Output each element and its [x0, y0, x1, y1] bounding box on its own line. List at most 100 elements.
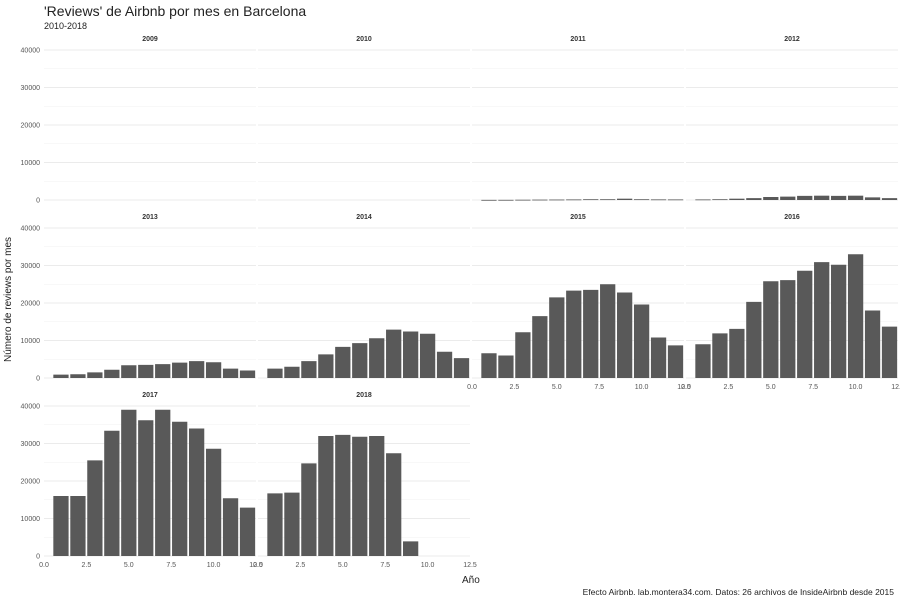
bar-2018-month-6 [352, 436, 368, 556]
bar-2015-month-5 [549, 297, 565, 378]
panel-title-2016: 2016 [784, 214, 800, 221]
bar-2016-month-8 [814, 262, 830, 378]
y-tick-label: 20000 [21, 123, 41, 130]
bar-2015-month-11 [650, 337, 667, 378]
bar-2013-month-5 [121, 365, 137, 378]
bar-2013-month-11 [222, 368, 239, 378]
panel-title-2013: 2013 [142, 214, 158, 221]
bar-2011-month-7 [583, 199, 599, 201]
x-tick-label: 12.5 [463, 562, 477, 569]
bar-2014-month-4 [318, 354, 334, 378]
panel-title-2015: 2015 [570, 214, 586, 221]
bar-2014-month-3 [301, 361, 317, 378]
panel-title-2009: 2009 [142, 36, 158, 43]
chart-subtitle: 2010-2018 [44, 21, 88, 31]
bar-2016-month-6 [780, 280, 796, 378]
bar-2017-month-4 [104, 430, 120, 556]
bar-2015-month-9 [617, 292, 633, 378]
bar-2017-month-12 [239, 507, 256, 556]
bar-2016-month-3 [729, 328, 745, 378]
bar-2014-month-5 [335, 346, 351, 378]
bar-2018-month-3 [301, 463, 317, 556]
chart-caption: Efecto Airbnb. lab.montera34.com. Datos:… [582, 587, 894, 597]
bar-2017-month-3 [87, 460, 103, 556]
y-tick-label: 10000 [21, 160, 41, 167]
y-tick-label: 0 [36, 554, 40, 561]
bar-2017-month-6 [138, 420, 154, 556]
x-tick-label: 7.5 [808, 384, 818, 391]
panel-title-2011: 2011 [570, 36, 585, 43]
bar-2012-month-5 [763, 197, 779, 200]
bar-2011-month-3 [515, 199, 531, 201]
bar-2013-month-7 [155, 364, 171, 378]
y-tick-label: 30000 [21, 441, 41, 448]
bar-2011-month-9 [617, 198, 633, 200]
chart-title: 'Reviews' de Airbnb por mes en Barcelona [44, 3, 307, 19]
bar-2014-month-6 [352, 343, 368, 378]
bar-2011-month-2 [498, 199, 514, 201]
bar-2018-month-8 [386, 453, 402, 556]
x-tick-label: 0.0 [467, 384, 477, 391]
x-tick-label: 5.0 [338, 562, 348, 569]
x-tick-label: 2.5 [510, 384, 520, 391]
bar-2018-month-9 [403, 541, 419, 556]
bar-2016-month-7 [797, 270, 813, 378]
x-tick-label: 10.0 [849, 384, 863, 391]
bar-2017-month-1 [53, 496, 69, 556]
bar-2013-month-8 [172, 362, 188, 378]
bar-2012-month-4 [746, 198, 762, 200]
x-tick-label: 2.5 [724, 384, 734, 391]
y-tick-label: 20000 [21, 301, 41, 308]
y-tick-label: 20000 [21, 479, 41, 486]
panel-title-2014: 2014 [356, 214, 372, 221]
panel-title-2010: 2010 [356, 36, 372, 43]
bar-2012-month-2 [712, 199, 728, 201]
x-tick-label: 5.0 [124, 562, 134, 569]
bar-2012-month-3 [729, 198, 745, 200]
x-tick-label: 7.5 [380, 562, 390, 569]
bar-2016-month-12 [881, 326, 898, 378]
y-tick-label: 40000 [21, 226, 41, 233]
bar-2012-month-1 [695, 199, 711, 201]
bar-2012-month-12 [881, 198, 898, 200]
bar-2015-month-4 [532, 316, 548, 378]
x-tick-label: 12.5 [249, 562, 263, 569]
bar-2014-month-9 [403, 331, 419, 378]
x-tick-label: 2.5 [296, 562, 306, 569]
bar-2011-month-10 [633, 199, 650, 201]
bar-2013-month-4 [104, 369, 120, 378]
bar-2013-month-3 [87, 372, 103, 378]
x-tick-label: 0.0 [253, 562, 263, 569]
bar-2012-month-8 [814, 195, 830, 200]
bar-2011-month-1 [481, 199, 497, 201]
bar-2015-month-6 [566, 290, 582, 378]
bar-2014-month-7 [369, 338, 385, 378]
bar-2014-month-1 [267, 368, 283, 378]
panel-title-2018: 2018 [356, 392, 372, 399]
bar-2011-month-11 [650, 199, 667, 201]
bar-2017-month-8 [172, 421, 188, 556]
bar-2016-month-10 [847, 254, 864, 378]
bar-2013-month-1 [53, 374, 69, 378]
bar-2016-month-1 [695, 344, 711, 378]
x-tick-label: 7.5 [166, 562, 176, 569]
bar-2011-month-6 [566, 199, 582, 201]
bar-2018-month-2 [284, 492, 300, 556]
bar-2015-month-8 [600, 284, 616, 378]
bar-2016-month-2 [712, 333, 728, 378]
bar-2017-month-11 [222, 498, 239, 556]
x-tick-label: 2.5 [82, 562, 92, 569]
bar-2013-month-12 [239, 370, 256, 378]
bar-2013-month-2 [70, 374, 86, 378]
y-tick-label: 30000 [21, 85, 41, 92]
bar-2015-month-7 [583, 289, 599, 378]
bar-2013-month-10 [205, 362, 222, 378]
x-tick-label: 7.5 [594, 384, 604, 391]
bar-2011-month-5 [549, 199, 565, 201]
bar-2018-month-5 [335, 434, 351, 556]
bar-2015-month-1 [481, 353, 497, 378]
x-tick-label: 0.0 [39, 562, 49, 569]
bar-2014-month-10 [419, 333, 436, 378]
y-tick-label: 40000 [21, 48, 41, 55]
